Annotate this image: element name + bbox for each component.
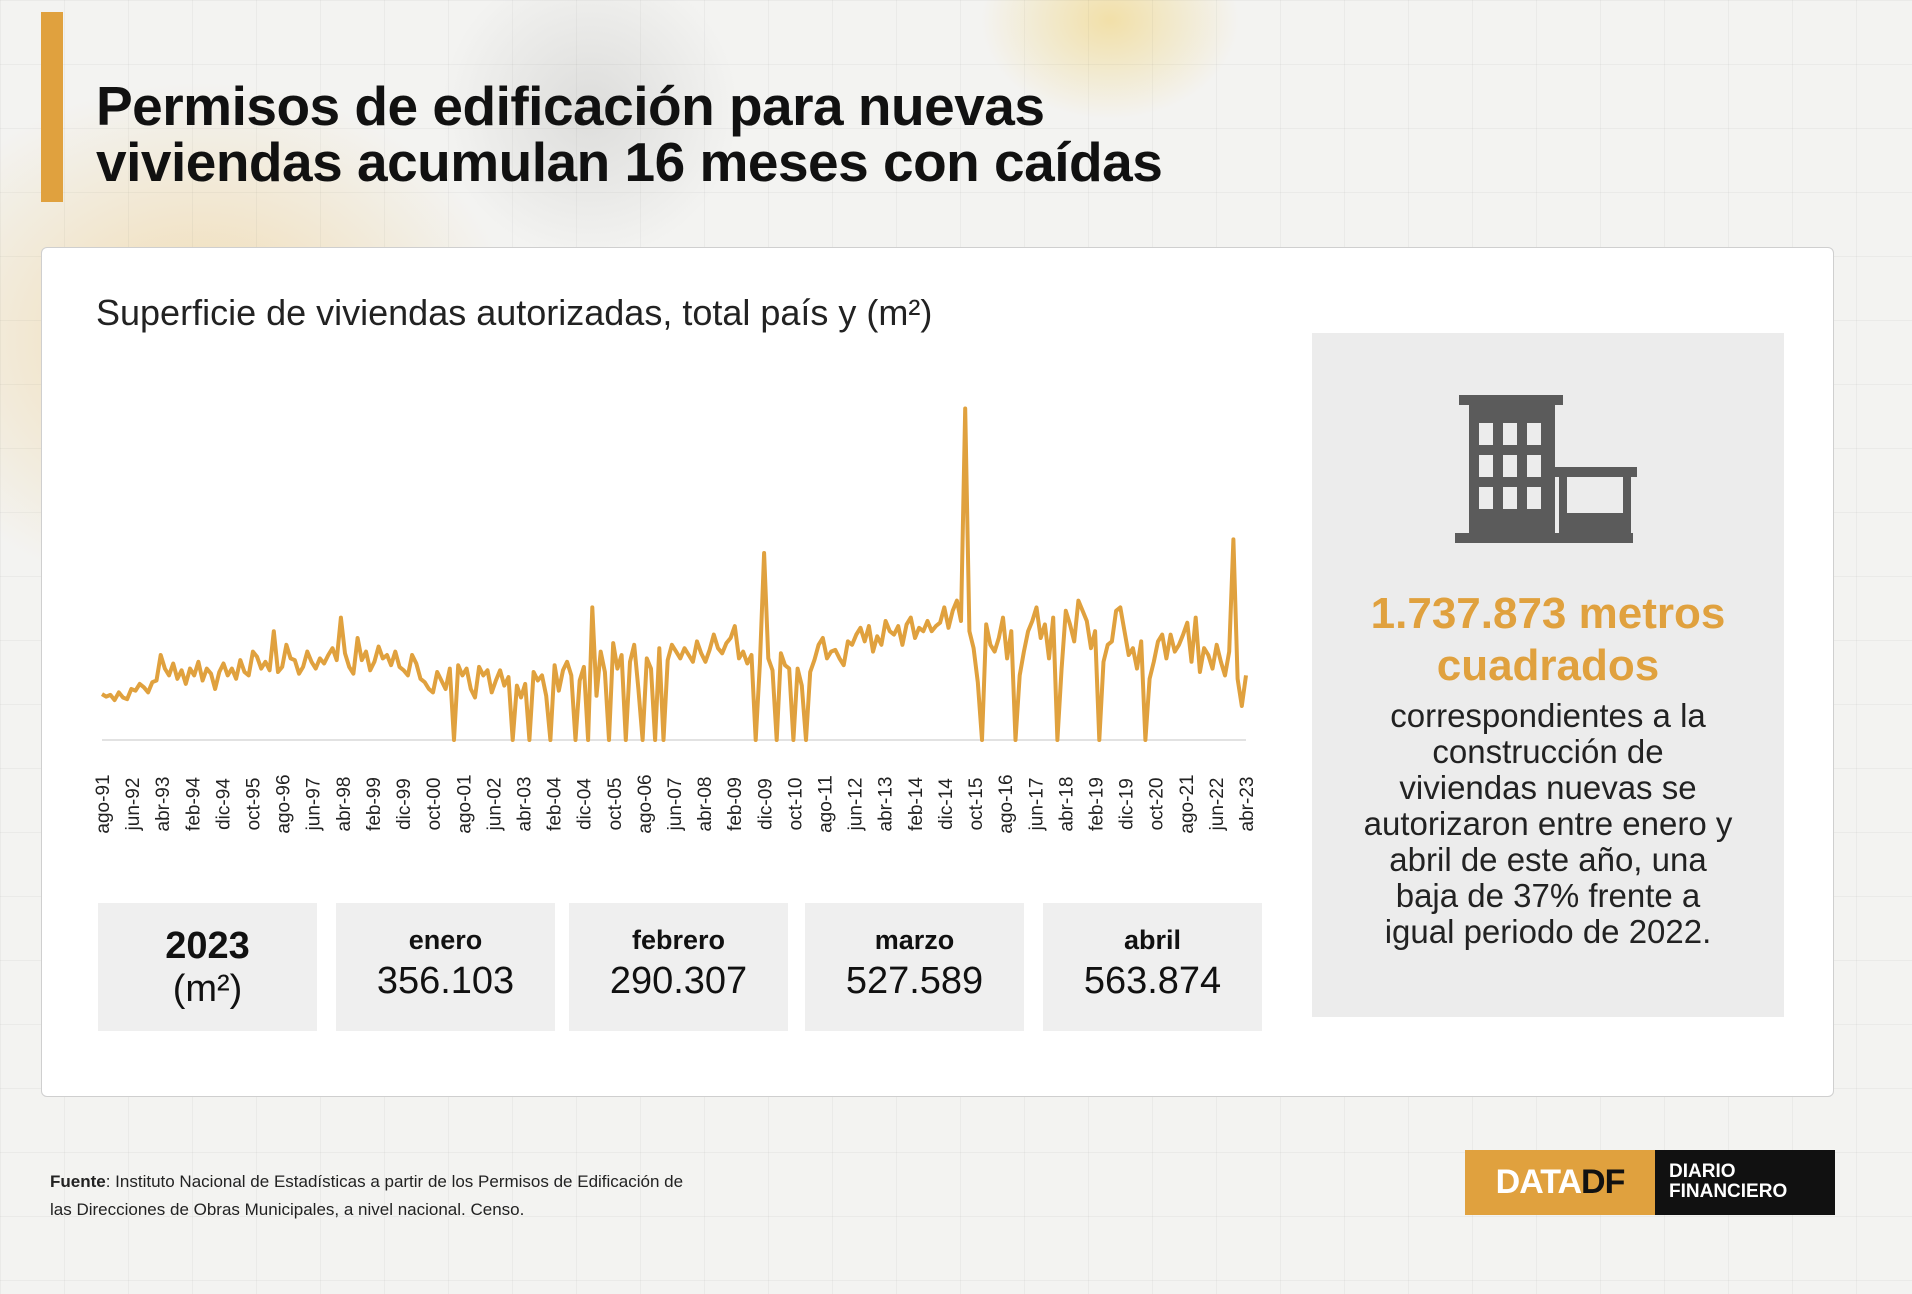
stat-month-value: 356.103 (376, 960, 515, 1002)
x-tick-label: oct-10 (785, 778, 806, 831)
x-tick-label: jun-12 (846, 778, 867, 832)
x-tick-label: feb-99 (364, 777, 385, 831)
stat-unit: (m²) (172, 968, 243, 1010)
page-title: Permisos de edificación para nuevas vivi… (96, 75, 1163, 193)
x-tick-label: abr-13 (876, 777, 897, 832)
series-line (100, 406, 1248, 742)
stat-month-box: marzo 527.589 (805, 903, 1024, 1031)
stat-month-label: marzo (874, 925, 955, 955)
x-tick-label: jun-97 (304, 778, 325, 832)
x-tick-label: jun-07 (665, 778, 686, 832)
line-chart: ago-91 jun-92 abr-93 feb-94 dic-94 oct-95 ago-… (93, 406, 1258, 834)
x-tick-label: feb-14 (906, 777, 927, 831)
x-tick-label: oct-20 (1147, 778, 1168, 831)
x-tick-label: ago-16 (996, 774, 1017, 833)
x-tick-label: dic-99 (394, 778, 415, 830)
building-icon (1455, 395, 1637, 543)
stat-year: 2023 (165, 925, 250, 967)
logo: DATADF DIARIO FINANCIERO (1465, 1150, 1835, 1215)
x-tick-label: feb-04 (545, 777, 566, 831)
summary-description: correspondientes a la construcción de vi… (1363, 697, 1733, 950)
logo-diario-financiero: DIARIO FINANCIERO (1655, 1150, 1835, 1215)
x-tick-label: abr-98 (334, 777, 355, 832)
source-note: Fuente: Instituto Nacional de Estadístic… (50, 1168, 690, 1224)
x-tick-label: dic-09 (755, 778, 776, 830)
x-tick-label: dic-19 (1117, 778, 1138, 830)
x-tick-label: dic-14 (936, 778, 957, 830)
x-tick-label: ago-91 (93, 774, 114, 833)
x-tick-label: ago-11 (816, 775, 837, 833)
x-tick-label: jun-92 (123, 778, 144, 832)
x-tick-label: abr-03 (514, 777, 535, 832)
logo-datadf: DATADF (1465, 1150, 1655, 1215)
stat-month-value: 527.589 (845, 960, 984, 1002)
x-tick-label: oct-00 (424, 778, 445, 831)
stat-month-box: abril 563.874 (1043, 903, 1262, 1031)
highlight-figure: 1.737.873 metros cuadrados (1370, 589, 1726, 690)
x-tick-label: oct-15 (966, 778, 987, 831)
x-tick-label: abr-18 (1056, 777, 1077, 832)
stat-month-box: enero 356.103 (336, 903, 555, 1031)
stat-month-value: 563.874 (1083, 960, 1222, 1002)
stat-month-box: febrero 290.307 (569, 903, 788, 1031)
stat-month-value: 290.307 (609, 960, 748, 1002)
chart-title: Superficie de viviendas autorizadas, tot… (96, 292, 933, 333)
source-text: : Instituto Nacional de Estadísticas a p… (50, 1172, 684, 1219)
title-accent-bar (41, 12, 63, 202)
x-tick-label: oct-95 (244, 778, 265, 831)
x-tick-label: jun-02 (484, 778, 505, 832)
x-tick-label: abr-08 (695, 777, 716, 832)
x-tick-label: abr-23 (1237, 777, 1258, 832)
summary-panel: 1.737.873 metros cuadrados correspondien… (1312, 333, 1784, 1017)
stat-month-label: abril (1123, 925, 1182, 955)
x-tick-label: abr-93 (153, 777, 174, 832)
x-tick-label: jun-22 (1207, 778, 1228, 832)
x-tick-label: dic-94 (213, 778, 234, 830)
x-tick-label: jun-17 (1026, 778, 1047, 832)
x-tick-label: oct-05 (605, 778, 626, 831)
x-tick-label: dic-04 (575, 778, 596, 830)
x-tick-label: ago-96 (274, 774, 295, 833)
x-tick-label: feb-94 (183, 777, 204, 831)
x-tick-label: feb-19 (1086, 777, 1107, 831)
x-tick-label: ago-21 (1177, 774, 1198, 833)
x-axis-tick-labels: ago-91 jun-92 abr-93 feb-94 dic-94 oct-95 ago-… (93, 774, 1258, 833)
x-tick-label: ago-06 (635, 774, 656, 833)
x-tick-label: ago-01 (454, 774, 475, 833)
stat-year-box: 2023 (m²) (98, 903, 317, 1031)
stat-month-label: febrero (631, 925, 726, 955)
source-label: Fuente (50, 1172, 106, 1191)
stat-month-label: enero (408, 925, 483, 955)
x-tick-label: feb-09 (725, 777, 746, 831)
